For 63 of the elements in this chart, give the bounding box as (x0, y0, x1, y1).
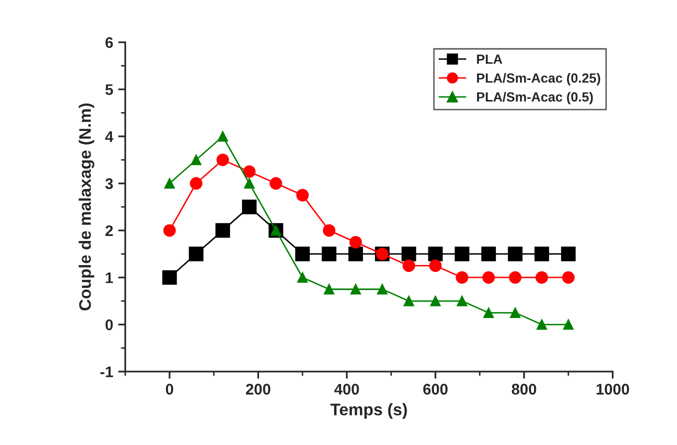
point (270, 177, 282, 190)
point (454, 246, 470, 262)
point (508, 271, 522, 284)
point (296, 188, 309, 202)
x-axis-title: Temps (s) (330, 403, 407, 419)
point (483, 308, 494, 318)
y-tick-label: 0 (106, 319, 113, 330)
point (404, 296, 414, 306)
point (536, 319, 547, 330)
x-tick-label: 0 (166, 384, 174, 395)
point (536, 271, 548, 284)
y-tick-label: 1 (106, 272, 114, 284)
y-tick-label: 2 (105, 225, 113, 236)
point (163, 224, 176, 237)
point (324, 284, 334, 294)
point (402, 259, 416, 272)
y-tick-label: 6 (106, 37, 113, 48)
point (243, 165, 256, 178)
point (218, 131, 228, 142)
point (216, 154, 229, 166)
point (402, 246, 416, 262)
point (482, 271, 495, 284)
y-tick-label: 4 (105, 131, 114, 142)
point (244, 178, 255, 189)
point (162, 270, 177, 285)
point (456, 296, 468, 306)
point (190, 154, 202, 166)
point (350, 284, 361, 294)
point (242, 200, 257, 214)
point (377, 284, 388, 294)
point (322, 224, 336, 237)
legend-label: PLA/Sm-Acac (0.5) (477, 92, 593, 104)
x-tick-label: 800 (512, 384, 536, 395)
point (534, 246, 550, 262)
x-tick-label: 600 (423, 384, 448, 395)
point (215, 223, 230, 238)
point (563, 319, 574, 330)
point (164, 178, 175, 189)
point (188, 246, 204, 262)
point (510, 308, 520, 318)
x-tick-label: 400 (334, 384, 359, 395)
point (295, 246, 310, 262)
point (561, 246, 576, 262)
point (349, 236, 362, 248)
point (508, 246, 522, 262)
y-tick-label: 3 (105, 178, 113, 190)
point (297, 272, 308, 283)
x-tick-label: 200 (246, 384, 270, 395)
point (429, 259, 442, 272)
point (322, 246, 336, 262)
legend-label: PLA (477, 54, 502, 64)
y-tick-label: 5 (105, 84, 114, 96)
point (348, 246, 363, 262)
legend-label: PLA/Sm-Acac (0.25) (477, 73, 600, 86)
y-axis-title: Couple de malaxage (N.m) (78, 104, 94, 310)
point (481, 246, 496, 262)
point (430, 296, 441, 306)
point (562, 271, 575, 284)
y-tick-label: -1 (100, 366, 114, 378)
x-tick-label: 1000 (596, 384, 630, 395)
point (428, 246, 443, 262)
point (190, 177, 202, 190)
point (456, 271, 468, 284)
